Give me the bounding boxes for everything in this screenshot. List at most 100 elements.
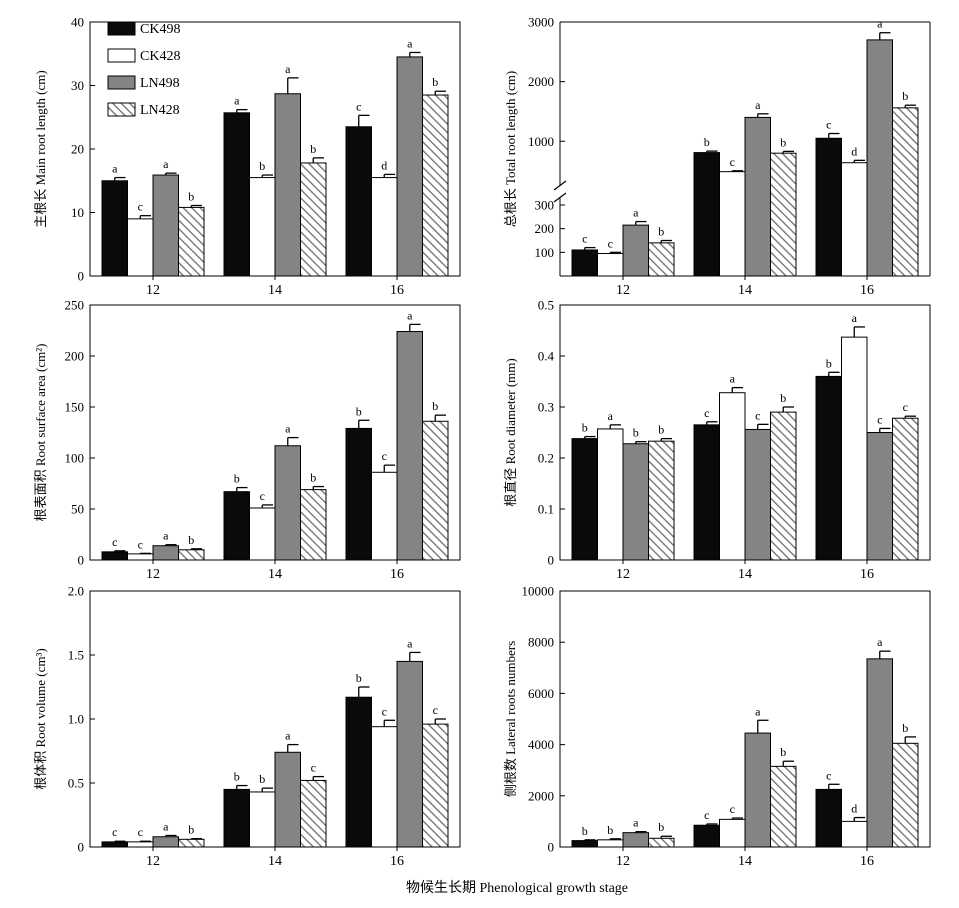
- bar-ln498-14: [744, 732, 771, 848]
- significance-letter: d: [851, 144, 857, 158]
- significance-letter: d: [381, 158, 387, 172]
- significance-letter: a: [633, 816, 639, 830]
- bar-ln428-16: [892, 107, 919, 277]
- y-axis-label: 根直径 Root diameter (mm): [503, 358, 518, 506]
- significance-letter: b: [780, 745, 786, 759]
- significance-letter: c: [730, 802, 735, 816]
- bar-ln428-12: [178, 549, 205, 561]
- x-tick-label: 12: [146, 283, 160, 298]
- x-tick-label: 14: [738, 283, 752, 298]
- significance-letter: b: [658, 423, 664, 437]
- significance-letter: a: [730, 372, 736, 386]
- bar-ck428-12: [127, 841, 154, 848]
- y-tick-label: 10000: [522, 584, 555, 599]
- bar-ln498-12: [622, 224, 649, 277]
- chart-panel-4: 0 0.1 0.2 0.3 0.4 0.5 根直径 Root diameter (mm) 12…: [503, 298, 931, 582]
- significance-letter: b: [188, 823, 194, 837]
- chart-panel-5: 0 0.5 1.0 1.5 2.0 根体积 Root volume (cm³) 12 14 16…: [33, 584, 461, 869]
- bar-ln428-12: [648, 837, 675, 848]
- y-tick-label: 2000: [528, 788, 554, 803]
- chart-panel-6: 0 2000 4000 6000 8000 10000 侧根数 Lateral roots …: [503, 584, 931, 869]
- bar-ck428-16: [841, 820, 868, 848]
- y-tick-label: 50: [71, 502, 84, 517]
- x-tick-label: 14: [268, 283, 282, 298]
- bar-ln498-12: [152, 836, 179, 848]
- significance-letter: c: [260, 489, 265, 503]
- bar-ck428-14: [719, 392, 746, 561]
- x-tick-label: 12: [616, 854, 630, 869]
- significance-letter: b: [780, 135, 786, 149]
- significance-letter: c: [112, 535, 117, 549]
- chart-panel-1: 0 10 20 30 40 主根长 Main root length (cm) 12 14 16…: [33, 15, 461, 298]
- significance-letter: a: [163, 529, 169, 543]
- significance-letter: a: [285, 729, 291, 743]
- bar-ck428-12: [597, 253, 624, 277]
- bar-ck498-16: [345, 696, 372, 848]
- y-tick-label: 0.2: [538, 451, 554, 466]
- bar-ck428-16: [841, 162, 868, 277]
- x-tick-label: 16: [390, 854, 404, 869]
- significance-letter: b: [432, 399, 438, 413]
- significance-letter: b: [310, 142, 316, 156]
- significance-letter: b: [658, 820, 664, 834]
- y-tick-label: 30: [71, 78, 84, 93]
- significance-letter: c: [138, 200, 143, 214]
- bar-ln428-14: [770, 765, 797, 848]
- significance-letter: b: [356, 404, 362, 418]
- significance-letter: a: [234, 94, 240, 108]
- bar-ck498-12: [101, 180, 128, 277]
- significance-letter: c: [582, 232, 587, 246]
- y-tick-label: 2000: [528, 74, 554, 89]
- significance-letter: b: [902, 721, 908, 735]
- bar-ck428-12: [597, 428, 624, 561]
- bar-ck498-14: [693, 824, 720, 848]
- y-tick-label: 8000: [528, 635, 554, 650]
- bar-ck428-16: [371, 726, 398, 848]
- bar-ln498-14: [744, 116, 771, 277]
- significance-letter: b: [704, 135, 710, 149]
- significance-letter: a: [633, 206, 639, 220]
- significance-letter: b: [633, 426, 639, 440]
- bar-ln428-14: [300, 162, 327, 277]
- bar-ln428-12: [178, 206, 205, 277]
- bar-ck498-12: [571, 438, 598, 561]
- significance-letter: a: [877, 17, 883, 31]
- bar-ck428-16: [371, 177, 398, 277]
- y-tick-label: 0: [78, 553, 85, 568]
- bar-ck428-12: [597, 839, 624, 848]
- y-tick-label: 2.0: [68, 584, 84, 599]
- bar-ck498-14: [223, 112, 250, 277]
- significance-letter: a: [852, 311, 858, 325]
- bar-ck428-12: [127, 553, 154, 561]
- y-tick-label: 200: [65, 349, 85, 364]
- significance-letter: a: [285, 62, 291, 76]
- bar-ck428-16: [371, 471, 398, 561]
- y-axis-label: 总根长 Total root length (cm): [503, 71, 518, 228]
- bar-ln428-12: [178, 838, 205, 848]
- bar-ln428-14: [300, 489, 327, 561]
- significance-letter: c: [433, 703, 438, 717]
- y-tick-label: 0: [548, 553, 555, 568]
- significance-letter: c: [704, 406, 709, 420]
- legend-swatch-ln428: [107, 102, 136, 117]
- significance-letter: c: [704, 808, 709, 822]
- y-tick-label: 100: [535, 245, 555, 260]
- significance-letter: a: [163, 157, 169, 171]
- significance-letter: b: [188, 533, 194, 547]
- significance-letter: b: [356, 671, 362, 685]
- bar-ck498-16: [815, 788, 842, 848]
- significance-letter: b: [432, 75, 438, 89]
- x-tick-label: 14: [268, 567, 282, 582]
- x-tick-label: 14: [738, 567, 752, 582]
- bar-ln428-16: [422, 94, 449, 277]
- bar-ck428-14: [249, 791, 276, 848]
- x-tick-label: 12: [146, 854, 160, 869]
- bar-ck498-14: [693, 424, 720, 561]
- x-tick-label: 12: [616, 567, 630, 582]
- significance-letter: c: [608, 236, 613, 250]
- bar-ck428-14: [249, 177, 276, 277]
- y-tick-label: 1.5: [68, 648, 84, 663]
- axis-break-mark: [553, 180, 567, 191]
- x-tick-label: 16: [390, 567, 404, 582]
- legend-swatch-ln498: [107, 75, 136, 90]
